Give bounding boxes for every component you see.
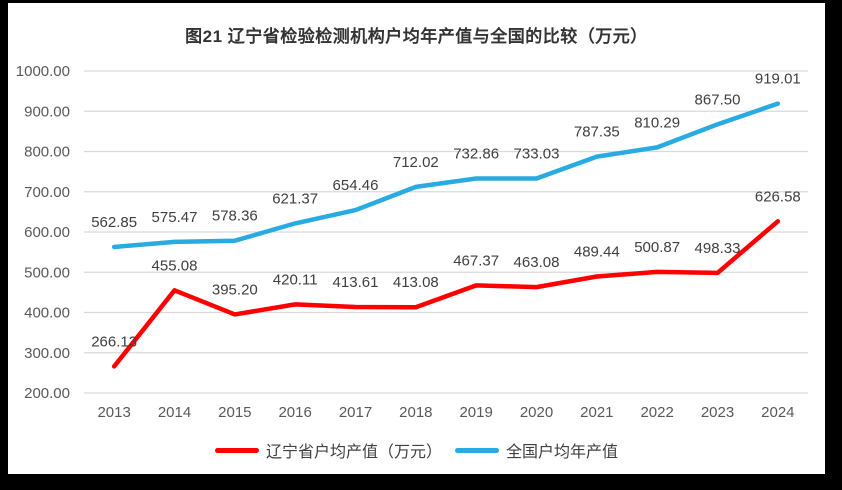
series-line-1 [111,101,781,250]
x-axis-tick-label: 2024 [761,404,794,421]
data-label: 575.47 [152,209,198,226]
data-label: 621.37 [272,190,318,207]
data-label: 455.08 [152,257,198,274]
x-axis-tick-label: 2016 [278,404,311,421]
data-label: 578.36 [212,208,258,225]
data-label: 463.08 [514,254,560,271]
data-label: 810.29 [634,114,680,131]
x-axis-tick-label: 2023 [701,404,734,421]
data-label: 919.01 [755,71,801,88]
x-axis-tick-label: 2022 [640,404,673,421]
legend-blue-line-swatch [455,447,499,453]
y-axis-tick-label: 800.00 [24,144,70,161]
data-label: 500.87 [634,239,680,256]
data-label: 266.13 [91,333,137,350]
y-axis-tick-label: 600.00 [24,224,70,241]
x-axis-tick-label: 2018 [399,404,432,421]
chart-legend: 辽宁省户均产值（万元） 全国户均年产值 [8,438,825,462]
x-axis-tick-label: 2015 [218,404,251,421]
y-axis-tick-label: 700.00 [24,184,70,201]
data-label: 420.11 [273,271,318,288]
data-label: 467.37 [453,252,499,269]
y-axis-tick-label: 400.00 [24,305,70,322]
chart-container: 图21 辽宁省检验检测机构户均年产值与全国的比较（万元） 200.00 300.0… [8,3,825,474]
data-label: 654.46 [333,177,379,194]
x-axis-tick-label: 2020 [520,404,553,421]
legend-label-national: 全国户均年产值 [506,444,619,461]
data-label: 787.35 [574,124,620,141]
data-label: 626.58 [755,188,801,205]
y-axis-tick-label: 900.00 [24,103,70,120]
data-label: 562.85 [91,214,137,231]
data-label: 733.03 [514,145,560,162]
x-axis-tick-label: 2019 [459,404,492,421]
data-label: 732.86 [453,146,499,163]
legend-red-line-swatch [214,447,259,453]
data-label: 498.33 [695,240,741,257]
legend-item-liaoning: 辽宁省户均产值（万元） [214,438,442,462]
chart-title: 图21 辽宁省检验检测机构户均年产值与全国的比较（万元） [185,27,648,46]
data-label: 395.20 [212,281,258,298]
line-chart-plot: 200.00 300.00 400.00 500.00 600.00 700.00 800.… [16,63,808,421]
data-label: 413.08 [393,274,439,291]
legend-item-national: 全国户均年产值 [455,438,618,462]
legend-label-liaoning: 辽宁省户均产值（万元） [265,444,442,461]
y-axis-tick-label: 300.00 [24,345,70,362]
y-axis-tick-label: 1000.00 [16,63,70,80]
y-axis-tick-label: 200.00 [24,385,70,402]
data-label: 489.44 [574,244,620,261]
data-label: 867.50 [695,91,741,108]
x-axis-tick-label: 2021 [580,404,613,421]
y-axis-tick-label: 500.00 [24,264,70,281]
data-label: 413.61 [333,274,379,291]
x-axis-tick-label: 2013 [97,404,130,421]
data-label: 712.02 [393,154,439,171]
series-line-0 [111,219,781,369]
x-axis-tick-label: 2017 [339,404,372,421]
x-axis-tick-label: 2014 [158,404,191,421]
